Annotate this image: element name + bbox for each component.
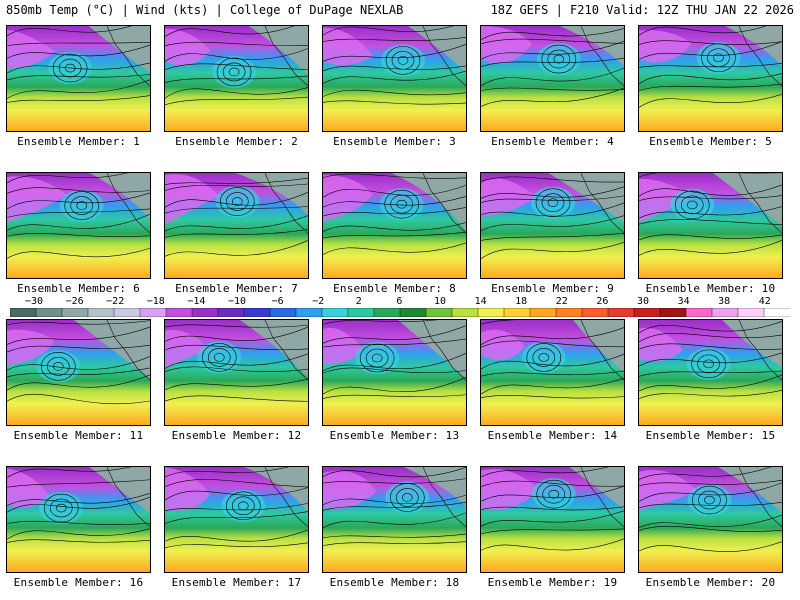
colorbar-tick: 14 [474,296,487,307]
ensemble-member-label: Ensemble Member: 5 [649,135,772,148]
colorbar-tick: 6 [396,296,403,307]
ensemble-member-label: Ensemble Member: 20 [645,576,776,589]
colorbar-cell [35,308,63,317]
colorbar-cell [685,308,713,317]
ensemble-member-map [164,319,309,426]
ensemble-member-map [480,172,625,279]
colorbar-cell [529,308,557,317]
ensemble-member-label: Ensemble Member: 9 [491,282,614,295]
ensemble-member-label: Ensemble Member: 17 [171,576,302,589]
colorbar-tick: −14 [187,296,206,307]
ensemble-member-label: Ensemble Member: 11 [13,429,144,442]
temperature-colorbar [10,308,790,317]
colorbar-cell [295,308,323,317]
colorbar-tick: −22 [106,296,125,307]
colorbar-cell [711,308,739,317]
ensemble-member-map [638,319,783,426]
colorbar-cell [607,308,635,317]
ensemble-member-label: Ensemble Member: 7 [175,282,298,295]
ensemble-member-label: Ensemble Member: 10 [645,282,776,295]
colorbar-tick: −6 [271,296,284,307]
ensemble-member-map [480,319,625,426]
header: 850mb Temp (°C) | Wind (kts) | College o… [6,3,794,19]
ensemble-member-map [638,172,783,279]
ensemble-member-label: Ensemble Member: 8 [333,282,456,295]
colorbar-cell [347,308,375,317]
ensemble-member-label: Ensemble Member: 18 [329,576,460,589]
colorbar-cell [425,308,453,317]
colorbar-tick: −30 [24,296,44,307]
ensemble-member-label: Ensemble Member: 14 [487,429,618,442]
colorbar-tick: 30 [636,296,650,307]
colorbar-cell [737,308,765,317]
colorbar-tick: 34 [677,296,690,307]
colorbar-tick: −10 [227,296,247,307]
run-info: 18Z GEFS | F210 Valid: 12Z THU JAN 22 20… [490,3,794,17]
ensemble-member-label: Ensemble Member: 13 [329,429,460,442]
colorbar-tick: 38 [718,296,731,307]
colorbar-cell [243,308,271,317]
ensemble-member-label: Ensemble Member: 1 [17,135,140,148]
ensemble-member-label: Ensemble Member: 12 [171,429,302,442]
colorbar-cell [217,308,245,317]
ensemble-member-map [6,172,151,279]
colorbar-tick-labels: −30 −26 −22 −18 −14 −10 −6 −2 2 6 10 14 18 22 26 30 34 38… [0,296,800,308]
ensemble-member-map [638,466,783,573]
colorbar-cell [555,308,583,317]
ensemble-member-map [322,319,467,426]
ensemble-member-map [164,25,309,132]
colorbar-cell [321,308,349,317]
ensemble-member-label: Ensemble Member: 19 [487,576,618,589]
ensemble-member-label: Ensemble Member: 15 [645,429,776,442]
colorbar-tick: 26 [596,296,609,307]
colorbar-cell [10,308,37,317]
colorbar-cell [113,308,141,317]
colorbar-cell [191,308,219,317]
colorbar-cell [633,308,661,317]
colorbar-cell [581,308,609,317]
colorbar-tick: −26 [65,296,84,307]
colorbar-tick: 42 [758,296,771,307]
colorbar-cell [763,308,790,317]
colorbar-cell [87,308,115,317]
colorbar-cell [503,308,531,317]
ensemble-member-label: Ensemble Member: 6 [17,282,140,295]
ensemble-member-map [322,466,467,573]
ensemble-member-label: Ensemble Member: 16 [13,576,144,589]
colorbar-cell [269,308,297,317]
colorbar-tick: −2 [312,296,325,307]
colorbar-cell [477,308,505,317]
colorbar-cell [165,308,193,317]
ensemble-member-label: Ensemble Member: 3 [333,135,456,148]
colorbar-cell [399,308,427,317]
colorbar-cell [373,308,401,317]
colorbar-tick: −18 [146,296,165,307]
ensemble-member-map [164,172,309,279]
colorbar-tick: 2 [355,296,362,307]
ensemble-member-map [480,25,625,132]
ensemble-member-label: Ensemble Member: 2 [175,135,298,148]
ensemble-member-map [480,466,625,573]
ensemble-member-map [164,466,309,573]
ensemble-member-map [6,25,151,132]
colorbar-cell [451,308,479,317]
colorbar-cell [659,308,687,317]
colorbar-tick: 18 [515,296,528,307]
ensemble-member-map [638,25,783,132]
ensemble-member-map [6,466,151,573]
ensemble-member-map [322,172,467,279]
colorbar-tick: 10 [433,296,447,307]
map-title: 850mb Temp (°C) | Wind (kts) | College o… [6,3,404,17]
colorbar-cell [139,308,167,317]
colorbar-cell [61,308,89,317]
ensemble-member-map [6,319,151,426]
ensemble-member-map [322,25,467,132]
ensemble-member-label: Ensemble Member: 4 [491,135,614,148]
colorbar-tick: 22 [555,296,568,307]
